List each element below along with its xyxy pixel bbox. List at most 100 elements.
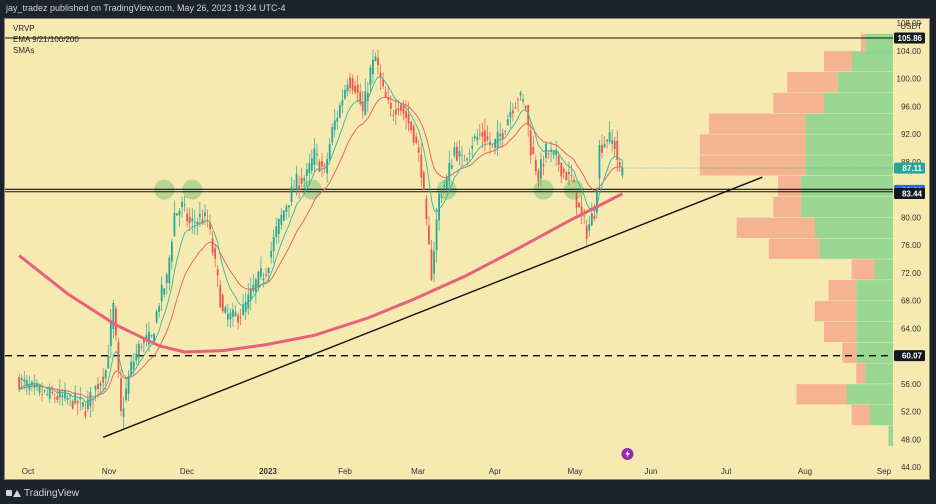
candle-up <box>224 307 227 313</box>
candle-up <box>588 224 591 231</box>
candle-up <box>568 172 570 175</box>
vp-down-bar <box>814 300 857 322</box>
candle-down <box>573 180 575 183</box>
candle-down <box>186 213 189 222</box>
candle-down <box>387 98 390 100</box>
candle-up <box>191 218 194 222</box>
candle-down <box>527 105 530 126</box>
price-label: 105.86 <box>894 32 925 44</box>
candle-down <box>463 160 466 162</box>
candle-down <box>456 146 458 161</box>
candle-down <box>56 396 59 400</box>
candle-up <box>540 159 542 179</box>
candle-down <box>412 125 415 143</box>
candle-up <box>282 210 285 221</box>
candle-up <box>61 395 64 398</box>
candle-down <box>298 185 301 190</box>
candle-down <box>547 153 550 155</box>
vp-up-bar <box>837 71 893 93</box>
candle-up <box>275 226 278 237</box>
y-tick-label: 104.00 <box>897 47 922 56</box>
indicator-legend: VRVP EMA 9/21/100/200 SMAs <box>13 23 79 56</box>
candle-up <box>137 343 140 359</box>
vp-down-bar <box>736 217 815 238</box>
x-tick-label: Feb <box>338 467 352 476</box>
candle-down <box>394 109 397 115</box>
candle-up <box>183 204 186 206</box>
vp-up-bar <box>824 92 893 114</box>
x-tick-label: May <box>567 467 582 476</box>
candle-up <box>242 305 245 315</box>
candle-down <box>489 141 491 145</box>
candle-up <box>280 214 283 225</box>
candle-up <box>99 383 102 386</box>
candle-up <box>333 120 336 131</box>
candle-up <box>392 115 395 117</box>
candle-up <box>443 185 446 187</box>
candle-down <box>71 400 74 409</box>
candle-up <box>433 251 435 274</box>
candle-down <box>356 84 359 93</box>
candle-up <box>135 353 138 361</box>
vp-down-bar <box>699 134 806 155</box>
candle-down <box>201 219 204 224</box>
candle-up <box>621 167 624 176</box>
y-tick-label: 88.00 <box>901 158 922 167</box>
candle-up <box>244 302 247 312</box>
candle-up <box>270 250 273 258</box>
chart-pane[interactable]: USDT 108.00 104.00 100.00 96.00 92.00 88.00 80.… <box>4 18 930 480</box>
candle-down <box>379 73 382 78</box>
x-tick-label: Oct <box>22 467 35 476</box>
legend-vrvp[interactable]: VRVP <box>13 24 35 33</box>
candle-up <box>158 306 161 312</box>
candle-down <box>613 141 616 149</box>
candle-up <box>445 176 448 189</box>
vp-up-bar <box>865 363 893 384</box>
candle-up <box>555 150 558 156</box>
legend-ema[interactable]: EMA 9/21/100/200 <box>13 35 79 44</box>
candle-up <box>603 143 606 148</box>
vp-down-bar <box>860 33 866 55</box>
candle-up <box>277 218 280 235</box>
candle-up <box>79 397 82 400</box>
price-label: 83.44 <box>894 188 925 200</box>
candle-up <box>290 186 293 203</box>
candle-up <box>153 333 155 343</box>
candle-up <box>148 331 150 345</box>
candle-up <box>64 390 66 399</box>
candle-down <box>529 130 532 156</box>
candle-down <box>359 91 362 105</box>
candle-up <box>438 194 441 221</box>
candle-up <box>94 385 97 390</box>
candle-down <box>478 134 481 136</box>
candle-up <box>341 100 344 106</box>
legend-smas[interactable]: SMAs <box>13 46 35 55</box>
candle-up <box>125 388 127 400</box>
candle-up <box>310 158 313 171</box>
candle-down <box>534 160 537 172</box>
candle-up <box>109 321 112 347</box>
candle-down <box>575 192 578 208</box>
vp-up-bar <box>865 33 893 55</box>
x-tick-label: Dec <box>180 467 194 476</box>
vp-down-bar <box>824 51 852 72</box>
candle-up <box>226 313 229 320</box>
candle-down <box>484 130 486 143</box>
candle-down <box>565 172 568 181</box>
candle-up <box>328 144 331 160</box>
ema-long-line <box>18 192 623 354</box>
candle-up <box>74 392 77 404</box>
candle-down <box>557 156 560 165</box>
candle-down <box>221 295 224 312</box>
vp-up-bar <box>856 300 893 322</box>
x-tick-label: Jul <box>721 467 731 476</box>
candle-up <box>313 148 316 165</box>
candle-up <box>295 173 298 191</box>
candle-down <box>84 410 87 417</box>
vp-down-bar <box>787 71 838 93</box>
candle-up <box>305 169 308 177</box>
candle-down <box>76 401 79 404</box>
